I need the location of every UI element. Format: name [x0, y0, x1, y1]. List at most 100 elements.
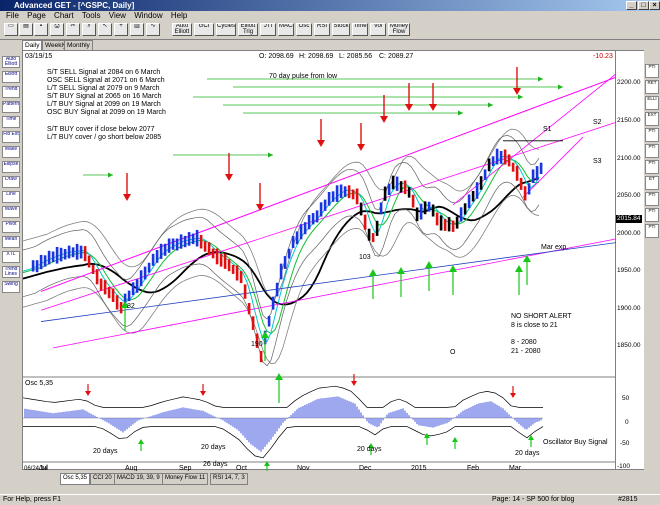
tab-osc[interactable]: Osc 5,35 — [60, 473, 91, 485]
price-chart[interactable]: Jul Aug Sep Oct Nov Dec 2015 Feb Mar 06/24/14 — [23, 51, 617, 471]
status-help: For Help, press F1 — [3, 496, 61, 503]
toolbar-osc-button[interactable]: Osc — [296, 23, 312, 36]
right-tool-ret-1[interactable]: RET — [645, 80, 659, 94]
right-tool-pti-0[interactable]: PTI — [645, 64, 659, 78]
price-bar — [111, 288, 115, 302]
chart-area[interactable]: Jul Aug Sep Oct Nov Dec 2015 Feb Mar 06/24/14 03/… — [22, 50, 617, 471]
price-bar — [219, 253, 223, 267]
price-bar — [183, 235, 187, 248]
price-bar — [59, 247, 63, 262]
pointer-icon[interactable]: ↖ — [98, 23, 112, 36]
menu-file[interactable]: File — [6, 11, 19, 20]
sell-arrow-head — [256, 204, 264, 211]
inner-lower-band — [23, 181, 540, 367]
left-tool-elliott[interactable]: Elliott — [2, 71, 20, 83]
axis-2050: 2050.00 — [617, 192, 641, 199]
right-tool-et-7[interactable]: ET — [645, 176, 659, 190]
right-tool-pti-6[interactable]: PTI — [645, 160, 659, 174]
tab-macd[interactable]: MACD 19, 39, 9 — [114, 473, 163, 485]
left-tool-draw[interactable]: Draw — [2, 176, 20, 188]
menu-tools[interactable]: Tools — [81, 11, 101, 20]
price-bar — [471, 191, 475, 202]
toolbar-money-flow-button[interactable]: Money Flow — [388, 23, 410, 36]
zoom-icon[interactable]: ⌕ — [82, 23, 96, 36]
buy-arrow-head — [369, 269, 377, 276]
left-tool-time[interactable]: Time — [2, 116, 20, 128]
menu-chart[interactable]: Chart — [54, 11, 74, 20]
price-bar — [235, 265, 239, 281]
axis-1900: 1900.00 — [617, 305, 641, 312]
price-bar — [339, 184, 343, 199]
price-bar — [479, 176, 483, 190]
left-tool-swing[interactable]: Swing — [2, 281, 20, 293]
new-icon[interactable]: ▭ — [4, 23, 18, 36]
toolbar-jti-button[interactable]: JTI — [260, 23, 276, 36]
price-bar — [55, 247, 59, 264]
menu-page[interactable]: Page — [27, 11, 46, 20]
left-tool-xtl[interactable]: XTL — [2, 251, 20, 263]
trend-channel-lower — [52, 238, 617, 349]
right-tool-pti-9[interactable]: PTI — [645, 208, 659, 222]
right-tool-pti-8[interactable]: PTI — [645, 192, 659, 206]
right-tool-pti-4[interactable]: PTI — [645, 128, 659, 142]
right-tool-elli-2[interactable]: ELLI — [645, 96, 659, 110]
minimize-button[interactable]: _ — [626, 1, 637, 10]
price-bar — [31, 260, 35, 272]
crosshair-icon[interactable]: + — [114, 23, 128, 36]
left-tool-pattern[interactable]: Pattern — [2, 101, 20, 113]
toolbar-stock-button[interactable]: Stock — [332, 23, 350, 36]
osc-buy-arrow-head — [452, 437, 458, 442]
menu-help[interactable]: Help — [170, 11, 188, 20]
toolbar-macd-button[interactable]: MACD — [278, 23, 294, 36]
toolbar-auto-elliott-button[interactable]: Auto Elliott — [172, 23, 192, 36]
left-tool-trend[interactable]: Trend — [2, 86, 20, 98]
toolbar-elliott-trig-button[interactable]: Elliott Trig — [238, 23, 258, 36]
time-axis-label: Dec — [359, 465, 372, 471]
osc-upper-envelope — [23, 385, 543, 408]
price-bar — [443, 218, 447, 231]
left-tool-make[interactable]: Make — [2, 146, 20, 158]
line-chart-icon[interactable]: ∿ — [146, 23, 160, 36]
save-icon[interactable]: ▪ — [34, 23, 48, 36]
maximize-button[interactable]: □ — [638, 1, 649, 10]
price-bar — [435, 212, 439, 226]
sell-arrow-head — [225, 174, 233, 181]
cut-icon[interactable]: ✂ — [66, 23, 80, 36]
toolbar-gci-button[interactable]: GCI — [194, 23, 214, 36]
menu-window[interactable]: Window — [134, 11, 163, 20]
left-tool-trend-lines[interactable]: Trend Lines — [2, 266, 20, 278]
tab-cci[interactable]: CCI 20 — [90, 473, 115, 485]
left-tool-ellipse[interactable]: Ellipse — [2, 161, 20, 173]
right-tool-ext-3[interactable]: EXT — [645, 112, 659, 126]
left-tool-auto-elliott[interactable]: Auto Elliott — [2, 56, 20, 68]
right-tool-pti-10[interactable]: PTI — [645, 224, 659, 238]
right-tool-pti-5[interactable]: PTI — [645, 144, 659, 158]
left-tool-wave[interactable]: Wave — [2, 206, 20, 218]
toolbar: ▭ ▤ ▪ ⎙ ✂ ⌕ ↖ + ▥ ∿ Auto Elliott GCI Cyc… — [0, 21, 660, 40]
open-icon[interactable]: ▤ — [19, 23, 33, 36]
menu-view[interactable]: View — [108, 11, 126, 20]
left-tool-pivot[interactable]: Pivot — [2, 221, 20, 233]
price-bar — [207, 242, 211, 255]
toolbar-time-button[interactable]: Time — [352, 23, 368, 36]
print-icon[interactable]: ⎙ — [50, 23, 64, 36]
close-button[interactable]: × — [649, 1, 660, 10]
s3-line — [522, 136, 584, 198]
left-tool-mean[interactable]: Mean — [2, 236, 20, 248]
pulse-arrow-head — [538, 76, 543, 82]
price-bar — [139, 270, 143, 287]
left-tool-fib-ext[interactable]: Fib Ext — [2, 131, 20, 143]
left-tool-line[interactable]: Line — [2, 191, 20, 203]
price-bar — [163, 243, 167, 256]
toolbar-rsi-button[interactable]: RSI — [314, 23, 330, 36]
bar-chart-icon[interactable]: ▥ — [130, 23, 144, 36]
price-bar — [227, 259, 231, 272]
tab-rsi[interactable]: RSI 14, 7, 3 — [210, 473, 248, 485]
price-bar — [351, 189, 355, 200]
tab-money-flow[interactable]: Money Flow 11 — [162, 473, 209, 485]
toolbar-vol-button[interactable]: Vol — [370, 23, 386, 36]
pulse-arrow-head — [488, 102, 493, 108]
time-axis-label: Oct — [236, 465, 247, 471]
toolbar-cycles-button[interactable]: Cycles — [216, 23, 236, 36]
status-bar: For Help, press F1 Page: 14 - SP 500 for… — [0, 494, 660, 505]
